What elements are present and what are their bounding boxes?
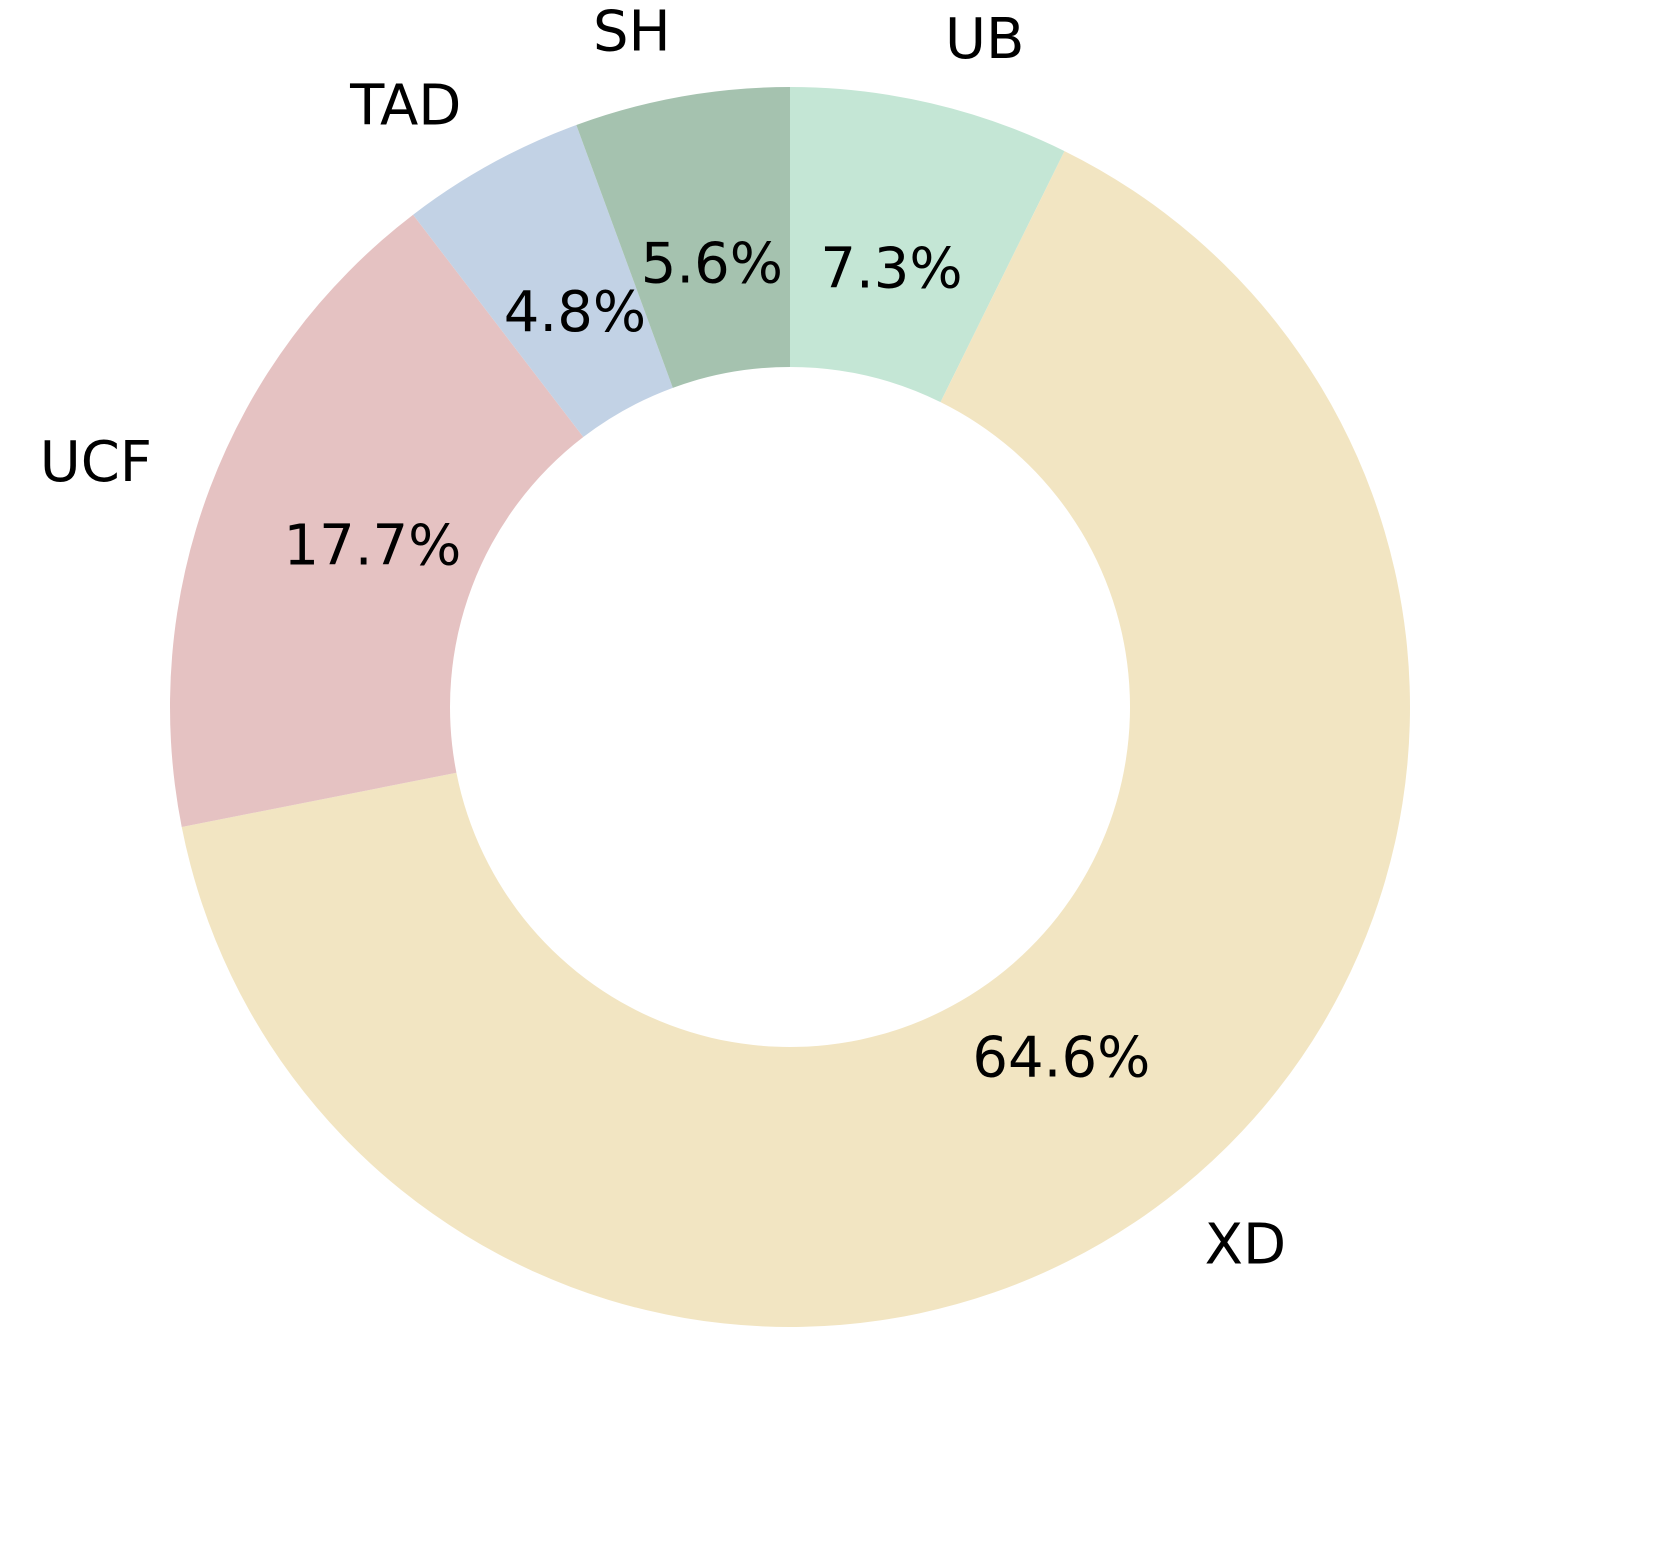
value-label: 4.8%	[504, 280, 646, 345]
value-label: 5.6%	[641, 232, 783, 297]
value-label: 17.7%	[283, 513, 461, 578]
donut-slice	[790, 87, 1065, 403]
slice-label: SH	[593, 0, 671, 65]
value-label: 64.6%	[972, 1026, 1150, 1091]
slice-label: UB	[945, 7, 1024, 72]
value-label: 7.3%	[820, 236, 962, 301]
donut-slice	[576, 87, 790, 388]
donut-slice	[181, 151, 1410, 1328]
donut-slice	[413, 124, 673, 438]
slice-label: XD	[1205, 1213, 1286, 1278]
donut-slice	[170, 214, 584, 828]
slice-label: UCF	[40, 430, 152, 495]
slice-label: TAD	[349, 73, 461, 138]
